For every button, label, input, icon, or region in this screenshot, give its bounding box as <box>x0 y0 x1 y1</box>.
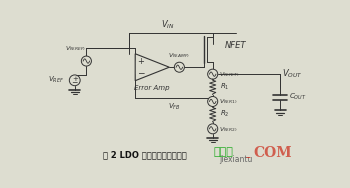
Text: jiexiantu: jiexiantu <box>219 155 253 164</box>
Circle shape <box>208 69 218 79</box>
Text: −: − <box>71 78 78 87</box>
Text: NFET: NFET <box>224 41 246 50</box>
Text: $V_{N(AMP)}$: $V_{N(AMP)}$ <box>168 51 190 60</box>
Circle shape <box>208 96 218 106</box>
Text: $V_{OUT}$: $V_{OUT}$ <box>282 68 303 80</box>
Text: +: + <box>72 76 78 82</box>
Text: COM: COM <box>253 146 292 161</box>
Text: −: − <box>137 68 144 77</box>
Text: $V_{REF}$: $V_{REF}$ <box>48 75 64 85</box>
Text: $V_{N(R2)}$: $V_{N(R2)}$ <box>219 126 237 134</box>
Text: $C_{OUT}$: $C_{OUT}$ <box>289 92 307 102</box>
Text: $V_{N(FET)}$: $V_{N(FET)}$ <box>219 71 239 79</box>
Polygon shape <box>135 54 169 81</box>
Text: $V_{N(REF)}$: $V_{N(REF)}$ <box>65 45 86 53</box>
Text: 图 2 LDO 内部框图（噪声源）: 图 2 LDO 内部框图（噪声源） <box>103 151 186 160</box>
Text: Error Amp: Error Amp <box>134 85 170 91</box>
Text: $R_2$: $R_2$ <box>220 109 230 119</box>
Text: $V_{FB}$: $V_{FB}$ <box>168 102 180 112</box>
Text: +: + <box>137 57 144 66</box>
Circle shape <box>81 56 91 66</box>
Text: $V_{N(R1)}$: $V_{N(R1)}$ <box>219 98 237 106</box>
Text: $V_{IN}$: $V_{IN}$ <box>161 19 175 31</box>
Text: 接线图: 接线图 <box>214 147 233 157</box>
Text: –: – <box>246 152 251 162</box>
Circle shape <box>208 124 218 134</box>
Text: $R_1$: $R_1$ <box>220 82 230 92</box>
Circle shape <box>69 75 80 86</box>
Circle shape <box>174 62 184 72</box>
